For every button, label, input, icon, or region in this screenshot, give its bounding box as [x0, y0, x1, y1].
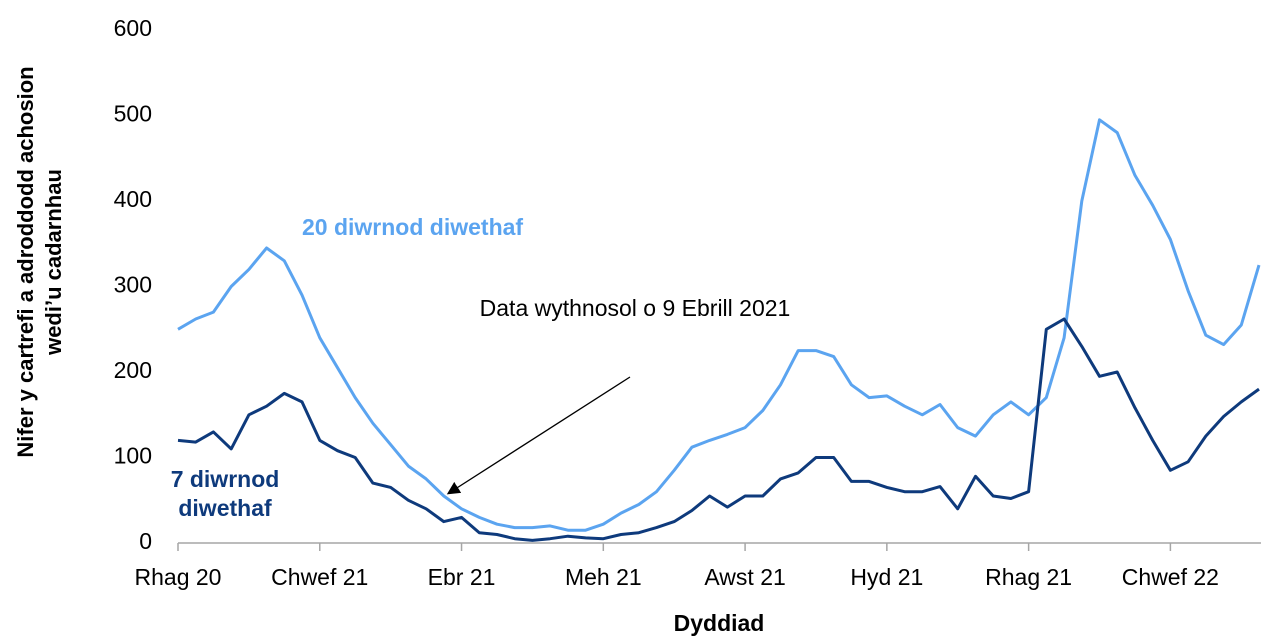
annotation: Data wythnosol o 9 Ebrill 2021 — [479, 295, 791, 321]
x-axis-label: Dyddiad — [674, 610, 765, 636]
x-tick-label: Rhag 21 — [985, 564, 1072, 590]
y-tick-label: 600 — [114, 15, 152, 41]
x-tick-label: Rhag 20 — [135, 564, 222, 590]
y-tick-label: 400 — [114, 186, 152, 212]
x-tick-label: Hyd 21 — [850, 564, 923, 590]
annotation-arrow — [446, 376, 631, 495]
y-axis-label: Nifer y cartrefi a adroddodd achosion we… — [13, 66, 66, 458]
x-tick-label: Chwef 22 — [1122, 564, 1219, 590]
y-tick-label: 200 — [114, 357, 152, 383]
series-label: 7 diwrnod diwethaf — [170, 466, 280, 521]
y-tick-label: 100 — [114, 443, 152, 469]
x-tick-label: Ebr 21 — [428, 564, 496, 590]
y-tick-label: 500 — [114, 101, 152, 127]
y-tick-label: 0 — [139, 528, 152, 554]
y-tick-label: 300 — [114, 272, 152, 298]
series-line — [177, 317, 1260, 542]
x-tick-label: Awst 21 — [704, 564, 785, 590]
x-tick-label: Meh 21 — [565, 564, 642, 590]
series-label: 20 diwrnod diwethaf — [302, 214, 524, 240]
series-line — [177, 118, 1261, 532]
x-tick-label: Chwef 21 — [271, 564, 368, 590]
